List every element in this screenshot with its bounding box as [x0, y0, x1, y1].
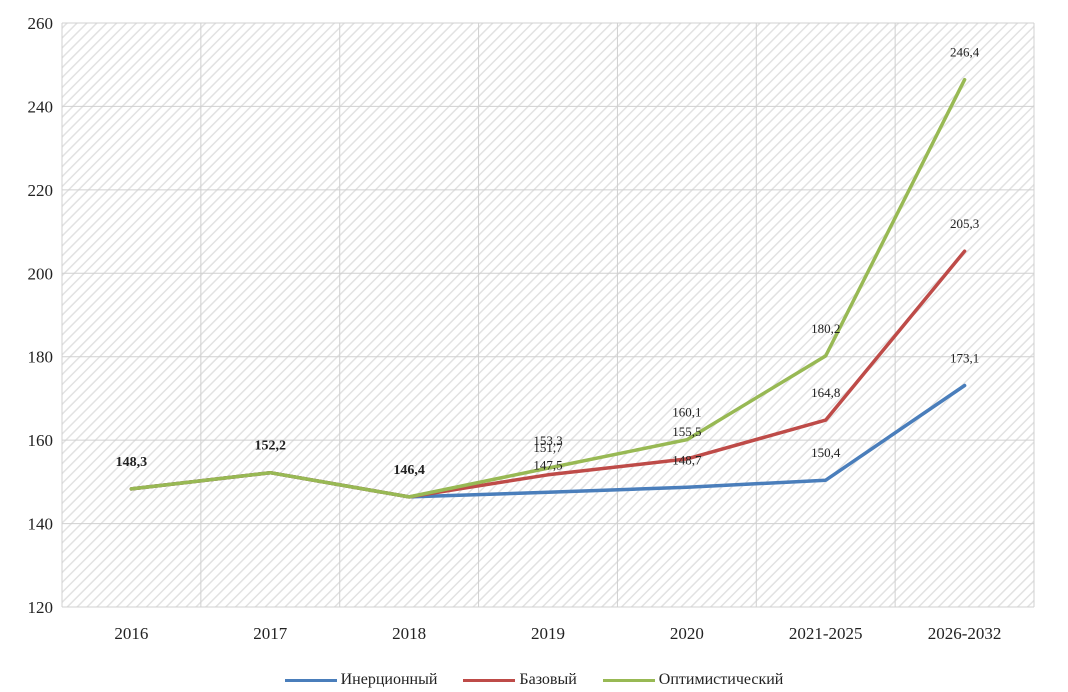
data-label-optimistic: 160,1	[672, 405, 701, 420]
x-tick-label: 2026-2032	[928, 624, 1002, 643]
y-tick-label: 120	[28, 598, 54, 617]
plot-area	[62, 23, 1034, 607]
x-tick-label: 2017	[253, 624, 288, 643]
data-label-inertial: 150,4	[811, 445, 841, 460]
y-tick-label: 200	[28, 264, 54, 283]
data-label-basic: 164,8	[811, 385, 840, 400]
y-tick-label: 240	[28, 97, 54, 116]
legend-item-optimistic: Оптимистический	[602, 671, 784, 689]
x-tick-label: 2021-2025	[789, 624, 863, 643]
line-chart: 147,5 148,7 150,4 173,1 151,7 155,5 164,8 205,3…	[28, 14, 1035, 643]
data-label-optimistic: 148,3	[116, 455, 148, 470]
y-tick-label: 220	[28, 181, 54, 200]
y-tick-label: 180	[28, 348, 54, 367]
y-tick-label: 160	[28, 431, 54, 450]
data-label-basic: 155,5	[672, 424, 701, 439]
data-label-optimistic: 153,3	[533, 433, 562, 448]
legend-label-basic: Базовый	[519, 671, 577, 688]
x-tick-label: 2016	[114, 624, 148, 643]
legend-label-inertial: Инерционный	[340, 671, 438, 688]
legend-label-optimistic: Оптимистический	[658, 671, 784, 688]
legend-swatch-basic	[463, 678, 516, 682]
legend-swatch-optimistic	[602, 678, 655, 682]
data-label-optimistic: 152,2	[255, 439, 287, 454]
legend: Инерционный Базовый Оптимистический	[0, 668, 1068, 692]
x-tick-label: 2018	[392, 624, 426, 643]
x-tick-label: 2019	[531, 624, 565, 643]
data-label-optimistic: 246,4	[950, 45, 980, 60]
legend-item-basic: Базовый	[463, 671, 577, 689]
data-label-optimistic: 180,2	[811, 321, 840, 336]
y-tick-label: 140	[28, 515, 54, 534]
x-tick-label: 2020	[670, 624, 704, 643]
data-label-inertial: 173,1	[950, 350, 979, 365]
legend-swatch-inertial	[284, 678, 337, 682]
data-label-basic: 151,7	[533, 440, 563, 455]
data-label-inertial: 147,5	[533, 457, 562, 472]
series-line-optimistic	[129, 77, 967, 499]
data-label-optimistic: 146,4	[393, 463, 425, 478]
y-tick-label: 260	[28, 14, 54, 33]
data-label-basic: 205,3	[950, 216, 979, 231]
data-label-inertial: 148,7	[672, 452, 702, 467]
legend-item-inertial: Инерционный	[284, 671, 438, 689]
